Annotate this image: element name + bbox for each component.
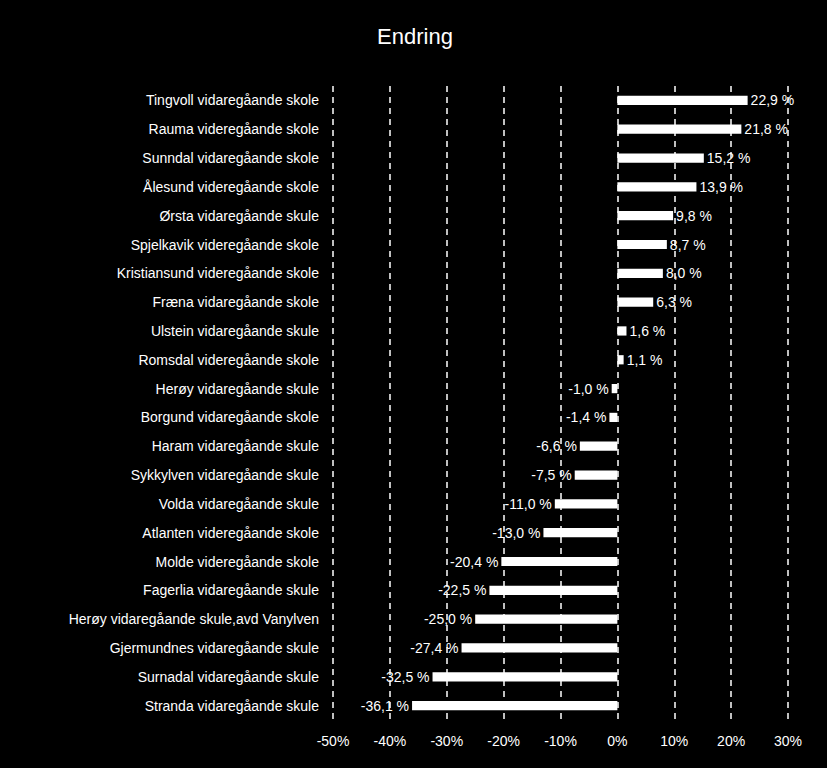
svg-text:6,3 %: 6,3 %: [656, 294, 692, 310]
svg-text:-6,6 %: -6,6 %: [536, 438, 576, 454]
svg-text:-10%: -10%: [544, 733, 577, 749]
svg-text:Rauma videregåande skole: Rauma videregåande skole: [149, 121, 320, 137]
svg-text:-22,5 %: -22,5 %: [438, 582, 486, 598]
svg-text:Sykkylven vidaregåande skule: Sykkylven vidaregåande skule: [131, 467, 320, 483]
svg-text:Molde videregåande skole: Molde videregåande skole: [156, 554, 320, 570]
svg-text:20%: 20%: [717, 733, 745, 749]
svg-text:-25,0 %: -25,0 %: [424, 611, 472, 627]
svg-text:Ålesund videregåande skole: Ålesund videregåande skole: [143, 179, 319, 195]
svg-text:10%: 10%: [660, 733, 688, 749]
svg-text:-36,1 %: -36,1 %: [361, 698, 409, 714]
svg-text:-27,4 %: -27,4 %: [410, 640, 458, 656]
svg-text:-7,5 %: -7,5 %: [531, 467, 571, 483]
svg-text:Sunndal vidaregåande skole: Sunndal vidaregåande skole: [142, 150, 319, 166]
svg-text:30%: 30%: [774, 733, 802, 749]
svg-text:-1,4 %: -1,4 %: [566, 409, 606, 425]
svg-text:-20%: -20%: [487, 733, 520, 749]
svg-text:Fagerlia vidaregåande skule: Fagerlia vidaregåande skule: [143, 582, 319, 598]
svg-text:-1,0 %: -1,0 %: [568, 381, 608, 397]
svg-text:Borgund vidaregåande skole: Borgund vidaregåande skole: [141, 409, 319, 425]
svg-text:8,0 %: 8,0 %: [666, 265, 702, 281]
svg-text:Atlanten videregåande skole: Atlanten videregåande skole: [142, 525, 319, 541]
svg-text:9,8 %: 9,8 %: [676, 208, 712, 224]
svg-text:Fræna vidaregåande skole: Fræna vidaregåande skole: [152, 294, 319, 310]
svg-text:Ulstein vidaregåande skule: Ulstein vidaregåande skule: [151, 323, 319, 339]
svg-text:-13,0 %: -13,0 %: [492, 525, 540, 541]
svg-text:Herøy vidaregåande skule,avd V: Herøy vidaregåande skule,avd Vanylven: [69, 611, 319, 627]
svg-text:8,7 %: 8,7 %: [670, 237, 706, 253]
svg-text:1,1 %: 1,1 %: [627, 352, 663, 368]
svg-text:1,6 %: 1,6 %: [629, 323, 665, 339]
svg-text:Gjermundnes vidaregåande skule: Gjermundnes vidaregåande skule: [110, 640, 320, 656]
svg-text:-30%: -30%: [430, 733, 463, 749]
svg-text:Romsdal videregåande skole: Romsdal videregåande skole: [138, 352, 319, 368]
svg-text:Stranda vidaregåande skule: Stranda vidaregåande skule: [145, 698, 320, 714]
svg-text:Surnadal vidaregåande skule: Surnadal vidaregåande skule: [138, 669, 320, 685]
svg-text:Tingvoll vidaregåande skole: Tingvoll vidaregåande skole: [146, 92, 319, 108]
svg-text:-11,0 %: -11,0 %: [505, 496, 552, 512]
svg-text:0%: 0%: [607, 733, 627, 749]
svg-text:-40%: -40%: [374, 733, 407, 749]
svg-text:Haram vidaregåande skule: Haram vidaregåande skule: [152, 438, 320, 454]
svg-text:Herøy vidaregåande skule: Herøy vidaregåande skule: [156, 381, 320, 397]
svg-text:Kristiansund videregåande skol: Kristiansund videregåande skole: [117, 265, 320, 281]
svg-text:-50%: -50%: [317, 733, 350, 749]
svg-text:-20,4 %: -20,4 %: [450, 554, 498, 570]
svg-text:Ørsta vidaregåande skule: Ørsta vidaregåande skule: [159, 208, 319, 224]
svg-text:22,9 %: 22,9 %: [751, 92, 795, 108]
svg-text:21,8 %: 21,8 %: [744, 121, 788, 137]
svg-text:-32,5 %: -32,5 %: [381, 669, 429, 685]
svg-text:15,2 %: 15,2 %: [707, 150, 751, 166]
svg-text:13,9 %: 13,9 %: [699, 179, 743, 195]
svg-text:Endring: Endring: [377, 24, 453, 49]
svg-text:Spjelkavik videregåande skole: Spjelkavik videregåande skole: [131, 237, 320, 253]
svg-text:Volda vidaregåande skule: Volda vidaregåande skule: [159, 496, 320, 512]
